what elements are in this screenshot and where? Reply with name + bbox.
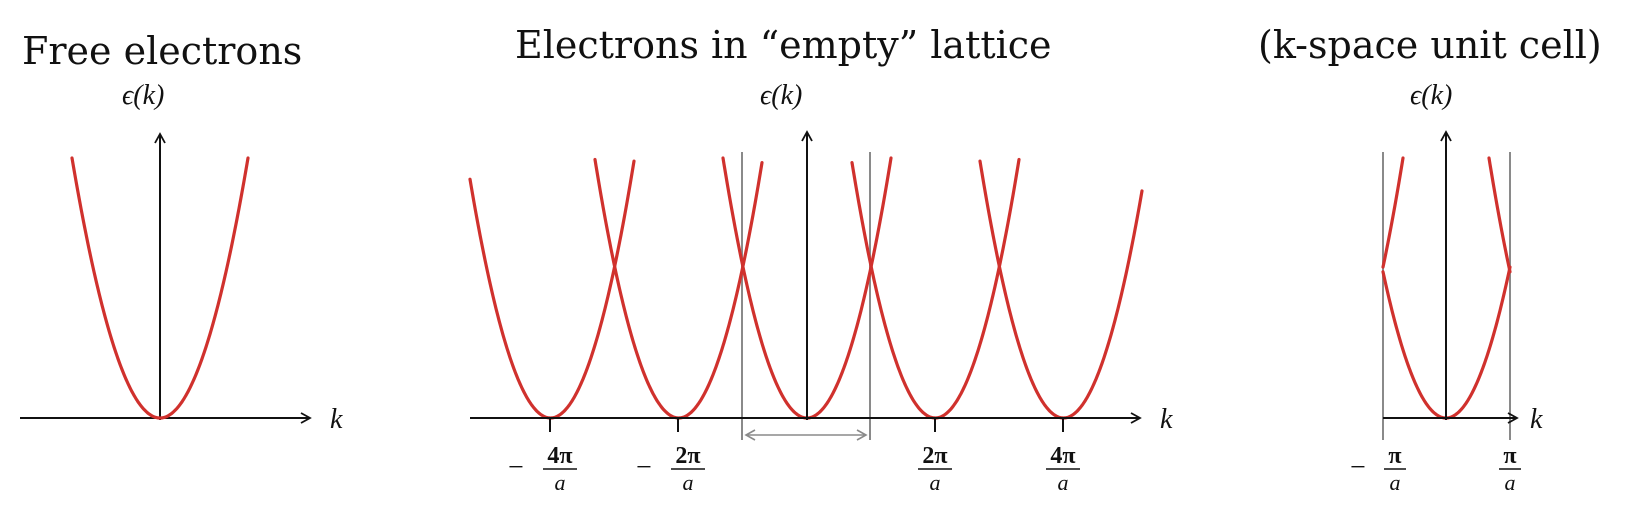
tick-numerator: π	[1503, 443, 1516, 469]
x-axis-label-free: k	[330, 404, 343, 435]
lattice-parabola	[978, 159, 1144, 420]
lattice-parabola	[468, 159, 636, 420]
tick-label-4pi: 4π a	[1046, 443, 1080, 495]
y-axis-label-free: ϵ(k)	[122, 80, 164, 111]
tick-denominator: a	[930, 470, 941, 495]
tick-denominator: a	[555, 470, 566, 495]
y-axis-label-empty: ϵ(k)	[760, 80, 802, 111]
free-electron-parabola	[70, 156, 250, 420]
tick-denominator: a	[683, 470, 694, 495]
tick-label-pi: π a	[1499, 443, 1521, 495]
tick-minus-sign: −	[1350, 452, 1366, 483]
reduced-zone-parabola	[1487, 156, 1512, 274]
tick-numerator: π	[1388, 443, 1401, 469]
tick-label-minus-4pi: − 4π a	[508, 443, 577, 495]
tick-label-minus-pi: − π a	[1350, 443, 1406, 495]
panel-empty-lattice: Electrons in “empty” lattice ϵ(k) k − 4π…	[468, 23, 1173, 495]
tick-denominator: a	[1505, 470, 1516, 495]
tick-numerator: 4π	[547, 443, 572, 469]
lattice-parabola	[593, 157, 764, 420]
tick-label-2pi: 2π a	[918, 443, 952, 495]
tick-numerator: 2π	[922, 443, 947, 469]
panel-title-empty: Electrons in “empty” lattice	[515, 23, 1052, 67]
tick-numerator: 4π	[1050, 443, 1075, 469]
tick-denominator: a	[1390, 470, 1401, 495]
panel-title-cell: (k-space unit cell)	[1258, 23, 1602, 67]
y-axis-label-cell: ϵ(k)	[1410, 80, 1452, 111]
lattice-parabola	[850, 157, 1021, 420]
x-axis-label-cell: k	[1530, 404, 1543, 435]
tick-denominator: a	[1058, 470, 1069, 495]
tick-minus-sign: −	[508, 452, 524, 483]
tick-minus-sign: −	[636, 452, 652, 483]
tick-numerator: 2π	[675, 443, 700, 469]
reduced-zone-parabola	[1381, 156, 1405, 269]
tick-label-minus-2pi: − 2π a	[636, 443, 705, 495]
x-axis-label-empty: k	[1160, 404, 1173, 435]
panel-free-electrons: Free electrons ϵ(k) k	[20, 29, 343, 435]
panel-unit-cell: (k-space unit cell) ϵ(k) k − π a π a	[1258, 23, 1602, 495]
panel-title-free: Free electrons	[22, 29, 302, 73]
